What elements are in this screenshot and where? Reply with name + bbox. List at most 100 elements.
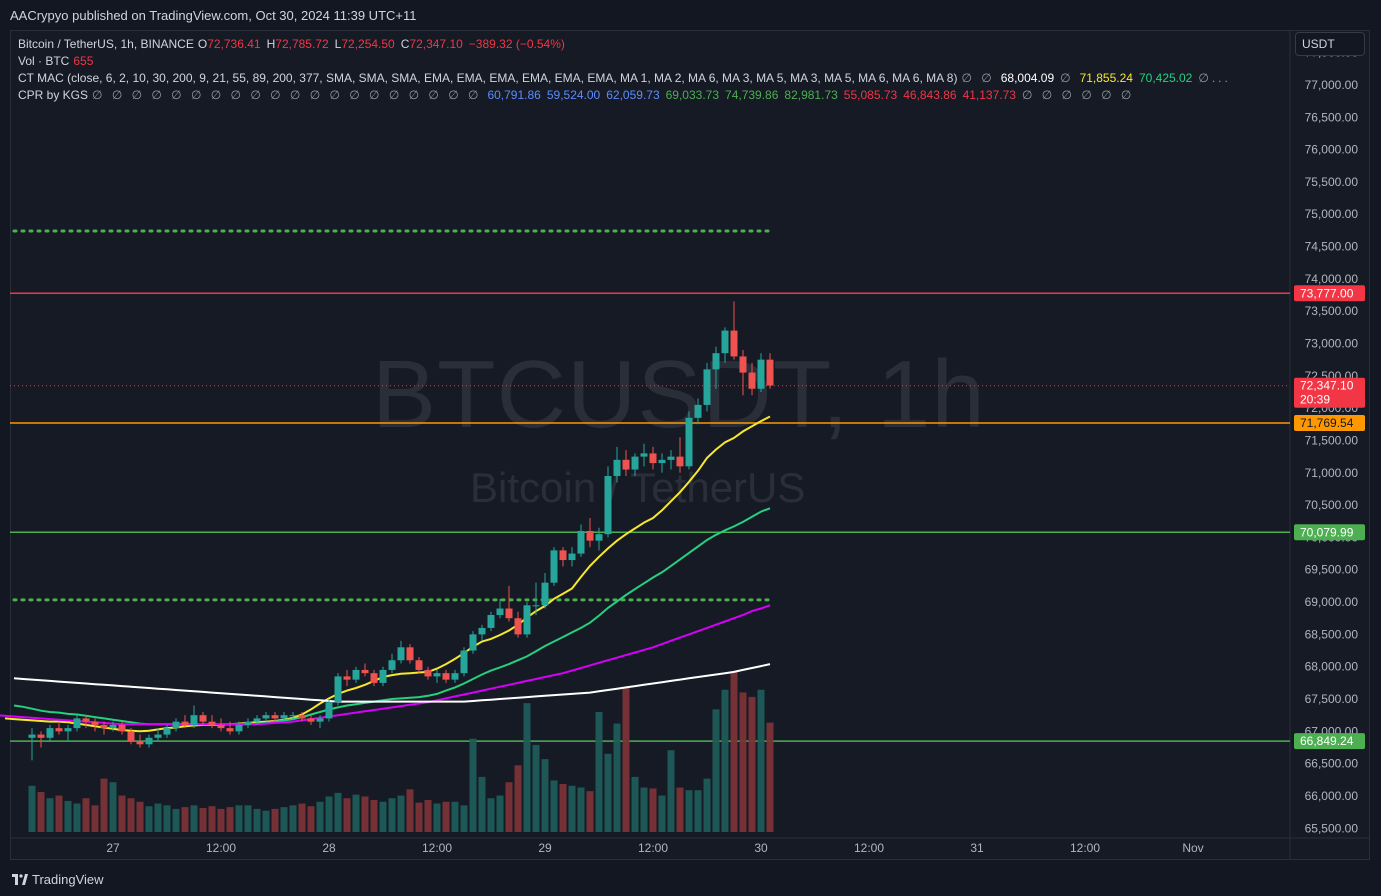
legend-symbol-row[interactable]: Bitcoin / TetherUS, 1h, BINANCE O72,736.4…: [18, 36, 1237, 53]
candle-body: [685, 417, 693, 467]
moving-average-line: [4, 415, 771, 733]
volume-bar: [478, 776, 486, 832]
candle-body: [271, 715, 279, 719]
y-tick-label: 76,000.00: [1305, 143, 1359, 157]
candle-body: [415, 660, 423, 670]
x-tick-label: 12:00: [422, 841, 452, 855]
macd-label: CT MAC (close, 6, 2, 10, 30, 200, 9, 21,…: [18, 71, 958, 85]
legend-volume-row[interactable]: Vol · BTC 655: [18, 53, 1237, 70]
candle-body: [352, 669, 360, 680]
watermark-name: Bitcoin / TetherUS: [470, 464, 806, 511]
volume-bar: [289, 805, 297, 832]
x-tick-label: 12:00: [854, 841, 884, 855]
candle-body: [91, 721, 99, 725]
last-price-countdown: 20:39: [1300, 393, 1330, 407]
candle-body: [361, 669, 369, 674]
candle-body: [586, 530, 594, 541]
y-tick-label: 66,000.00: [1305, 789, 1359, 803]
candle-body: [55, 728, 63, 732]
x-tick-label: 31: [970, 841, 984, 855]
cpr-label: CPR by KGS: [18, 88, 89, 102]
change-value: −389.32 (−0.54%): [468, 37, 565, 51]
volume-bar: [703, 778, 711, 832]
volume-bar: [730, 672, 738, 832]
volume-bar: [487, 798, 495, 832]
legend-cpr-row[interactable]: CPR by KGS ∅ ∅ ∅ ∅ ∅ ∅ ∅ ∅ ∅ ∅ ∅ ∅ ∅ ∅ ∅ …: [18, 87, 1237, 104]
candle-body: [280, 715, 288, 719]
volume-bar: [640, 787, 648, 832]
candle-body: [496, 608, 504, 615]
currency-button[interactable]: USDT: [1295, 32, 1365, 56]
y-tick-label: 74,000.00: [1305, 272, 1359, 286]
candle-body: [325, 702, 333, 719]
volume-bar: [37, 792, 45, 832]
macd-void-3: ∅...: [1198, 71, 1231, 85]
candle-body: [145, 737, 153, 745]
candle-body: [631, 456, 639, 470]
candle-body: [721, 330, 729, 354]
candle-body: [577, 530, 585, 554]
candle-body: [244, 721, 252, 725]
candle-body: [100, 724, 108, 729]
volume-bar: [334, 792, 342, 832]
close-value: 72,347.10: [409, 37, 463, 51]
y-tick-label: 67,500.00: [1305, 692, 1359, 706]
cpr-void: ∅ ∅ ∅ ∅ ∅ ∅ ∅ ∅ ∅ ∅ ∅ ∅ ∅ ∅ ∅ ∅ ∅ ∅ ∅ ∅: [92, 88, 482, 102]
y-tick-label: 76,500.00: [1305, 110, 1359, 124]
x-tick-label: Nov: [1182, 841, 1203, 855]
volume-bar: [307, 806, 315, 832]
candle-body: [154, 734, 162, 738]
candle-body: [505, 608, 513, 619]
candle-body: [343, 676, 351, 680]
cpr-value-1: 60,791.86: [487, 88, 541, 102]
candle-body: [442, 673, 450, 680]
candle-body: [172, 721, 180, 729]
volume-bar: [685, 790, 693, 832]
candle-body: [406, 647, 414, 661]
volume-bar: [442, 801, 450, 832]
candle-body: [82, 718, 90, 722]
volume-bar: [262, 810, 270, 832]
cpr-value-5: 74,739.86: [725, 88, 779, 102]
y-tick-label: 73,500.00: [1305, 304, 1359, 318]
volume-bar: [532, 744, 540, 832]
volume-bar: [379, 801, 387, 832]
volume-bar: [622, 687, 630, 832]
candle-body: [667, 456, 675, 460]
y-tick-label: 74,500.00: [1305, 240, 1359, 254]
volume-bar: [406, 789, 414, 832]
legend-macd-row[interactable]: CT MAC (close, 6, 2, 10, 30, 200, 9, 21,…: [18, 70, 1237, 87]
candle-body: [235, 724, 243, 732]
candle-body: [217, 724, 225, 729]
volume-bar: [397, 795, 405, 832]
candle-body: [253, 718, 261, 722]
volume-value: 655: [73, 54, 94, 68]
volume-bar: [271, 808, 279, 832]
x-tick-label: 27: [106, 841, 120, 855]
tradingview-logo[interactable]: TradingView: [12, 872, 104, 887]
volume-bar: [739, 692, 747, 832]
candle-body: [532, 605, 540, 607]
volume-bar: [631, 776, 639, 832]
high-label: H: [266, 37, 276, 51]
last-price-tag: 72,347.10: [1300, 379, 1354, 393]
volume-bar: [550, 780, 558, 832]
level-price-tag-bg: [1294, 524, 1365, 541]
candle-body: [523, 605, 531, 635]
volume-bar: [415, 802, 423, 832]
candle-body: [316, 718, 324, 722]
candle-body: [379, 669, 387, 683]
candle-body: [658, 459, 666, 464]
volume-bar: [577, 787, 585, 832]
volume-bar: [658, 795, 666, 832]
candle-body: [46, 728, 54, 738]
candle-body: [613, 459, 621, 477]
low-value: 72,254.50: [341, 37, 395, 51]
y-tick-label: 68,000.00: [1305, 660, 1359, 674]
macd-value-2: 71,855.24: [1079, 71, 1133, 85]
candle-body: [649, 453, 657, 464]
volume-bar: [667, 750, 675, 832]
candle-body: [730, 330, 738, 357]
volume-bar: [541, 759, 549, 832]
